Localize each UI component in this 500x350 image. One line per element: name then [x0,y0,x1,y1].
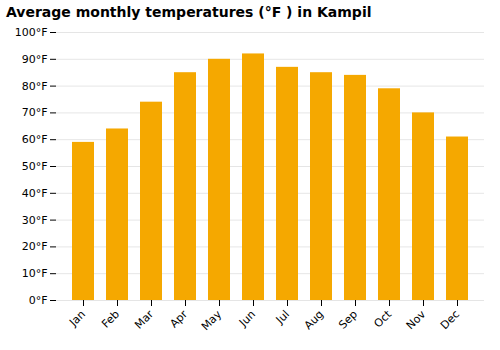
svg-text:Aug: Aug [302,308,326,332]
svg-text:10°F: 10°F [22,267,48,280]
svg-text:50°F: 50°F [22,160,48,173]
svg-text:20°F: 20°F [22,240,48,253]
svg-text:40°F: 40°F [22,187,48,200]
svg-text:Jul: Jul [273,308,292,327]
svg-text:0°F: 0°F [29,294,48,307]
svg-text:100°F: 100°F [15,26,48,39]
html-text:Average monthly temperatures (: Average monthly temperatures (°F ) in Ka… [6,4,372,20]
svg-text:May: May [199,307,225,333]
svg-text:80°F: 80°F [22,80,48,93]
svg-text:Sep: Sep [336,308,360,332]
svg-text:Apr: Apr [167,307,190,330]
svg-text:30°F: 30°F [22,214,48,227]
svg-text:Dec: Dec [438,308,462,332]
svg-text:60°F: 60°F [22,133,48,146]
svg-text:Nov: Nov [404,307,429,332]
svg-text:Feb: Feb [99,308,122,331]
svg-text:70°F: 70°F [22,106,48,119]
svg-text:Oct: Oct [371,307,394,330]
svg-text:Mar: Mar [132,307,156,331]
svg-text:Jun: Jun [236,308,258,330]
svg-text:Jan: Jan [66,308,88,330]
svg-text:90°F: 90°F [22,53,48,66]
